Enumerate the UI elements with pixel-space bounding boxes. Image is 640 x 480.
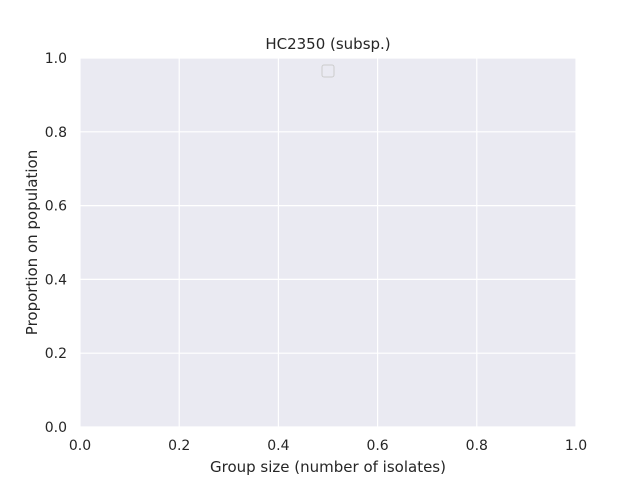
y-tick-label: 1.0	[45, 51, 67, 67]
x-tick-label: 0.8	[466, 438, 488, 454]
x-tick-label: 0.2	[168, 438, 190, 454]
legend	[321, 64, 335, 78]
y-tick-label: 0.0	[45, 420, 67, 436]
x-tick-label: 0.0	[69, 438, 91, 454]
x-axis-label: Group size (number of isolates)	[210, 458, 446, 476]
y-tick-label: 0.6	[45, 199, 67, 215]
y-tick-label: 0.2	[45, 346, 67, 362]
x-tick-label: 1.0	[565, 438, 587, 454]
y-tick-label: 0.8	[45, 125, 67, 141]
y-axis-ticks: 0.0 0.2 0.4 0.6 0.8 1.0	[45, 51, 67, 436]
y-axis-label: Proportion on population	[23, 150, 41, 335]
plot-area	[80, 58, 576, 427]
y-tick-label: 0.4	[45, 272, 67, 288]
grid-lines	[79, 57, 577, 428]
x-axis-ticks: 0.0 0.2 0.4 0.6 0.8 1.0	[69, 438, 587, 454]
x-tick-label: 0.4	[267, 438, 289, 454]
chart-title: HC2350 (subsp.)	[265, 35, 390, 53]
x-tick-label: 0.6	[366, 438, 388, 454]
